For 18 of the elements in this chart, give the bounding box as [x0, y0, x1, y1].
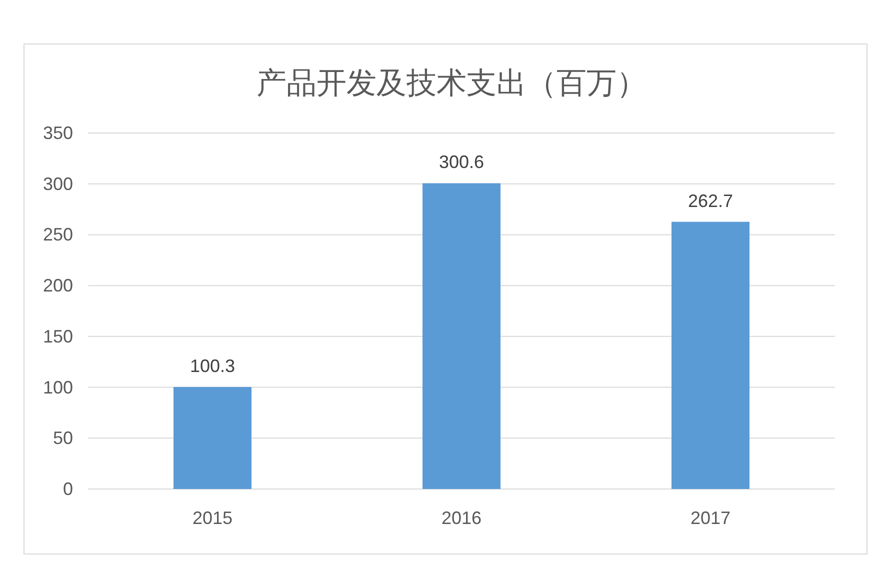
y-tick-label: 100	[42, 377, 73, 398]
chart-title: 产品开发及技术支出（百万）	[256, 67, 646, 100]
y-tick-label: 150	[42, 326, 73, 346]
bar	[422, 183, 500, 489]
bar	[174, 386, 252, 489]
y-tick-label: 0	[62, 479, 73, 499]
x-tick-label: 2016	[441, 508, 482, 528]
y-tick-label: 50	[52, 428, 73, 448]
y-tick-label: 250	[42, 224, 73, 245]
x-tick-label: 2015	[192, 508, 233, 528]
data-label: 300.6	[438, 152, 484, 172]
bar	[672, 222, 750, 489]
y-tick-label: 350	[42, 123, 73, 143]
y-tick-label: 200	[42, 276, 73, 296]
data-label: 262.7	[688, 190, 734, 211]
data-label: 100.3	[190, 356, 236, 376]
x-tick-label: 2017	[690, 508, 731, 528]
y-tick-label: 300	[42, 174, 73, 194]
